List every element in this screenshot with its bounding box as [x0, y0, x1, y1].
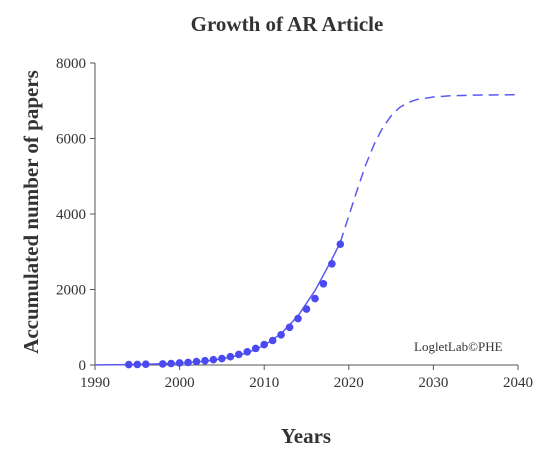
fitted-solid-line [94, 241, 341, 366]
data-point [251, 344, 260, 353]
y-axis: 0 2000 4000 6000 8000 [56, 56, 95, 374]
y-axis-label: Accumulated number of papers [19, 70, 43, 354]
data-point [201, 356, 209, 365]
plot-area: 0 2000 4000 6000 8000 1990 2000 2010 2020 2030 20… [56, 56, 533, 391]
x-tick-label: 2030 [418, 375, 448, 391]
data-point [167, 359, 175, 368]
data-point [226, 352, 235, 361]
data-point [184, 358, 192, 367]
x-tick-label: 2010 [249, 375, 279, 391]
data-point [294, 314, 302, 323]
data-point [268, 336, 277, 345]
x-tick-label: 2040 [503, 375, 533, 391]
data-point [142, 360, 150, 369]
data-point [311, 294, 319, 303]
data-point [336, 240, 345, 248]
data-point [175, 359, 184, 367]
x-axis: 1990 2000 2010 2020 2030 2040 [80, 365, 533, 391]
data-point [158, 360, 167, 368]
data-point [243, 348, 252, 356]
data-point [319, 280, 328, 288]
data-point [133, 360, 142, 369]
data-point [277, 331, 285, 339]
y-tick-label: 4000 [56, 207, 86, 223]
data-point [260, 340, 269, 349]
x-tick-label: 1990 [80, 375, 110, 391]
data-point [218, 354, 226, 363]
y-tick-label: 6000 [56, 132, 86, 148]
x-axis-label: Years [281, 424, 331, 448]
data-point [192, 357, 201, 366]
x-tick-label: 2000 [165, 375, 195, 391]
data-point [209, 355, 218, 364]
y-tick-label: 0 [79, 358, 87, 374]
chart-title: Growth of AR Article [191, 12, 384, 36]
data-point [328, 260, 336, 268]
forecast-dashed-line [339, 93, 519, 243]
data-point [125, 360, 133, 369]
x-tick-label: 2020 [334, 375, 364, 391]
fitted-curves [94, 93, 519, 366]
data-points [125, 240, 345, 369]
y-tick-label: 2000 [56, 283, 86, 299]
data-point [285, 323, 294, 332]
data-point [302, 305, 311, 313]
data-point [235, 350, 243, 359]
annotation-logletlab: LogletLab©PHE [414, 339, 503, 354]
y-tick-label: 8000 [56, 56, 86, 72]
